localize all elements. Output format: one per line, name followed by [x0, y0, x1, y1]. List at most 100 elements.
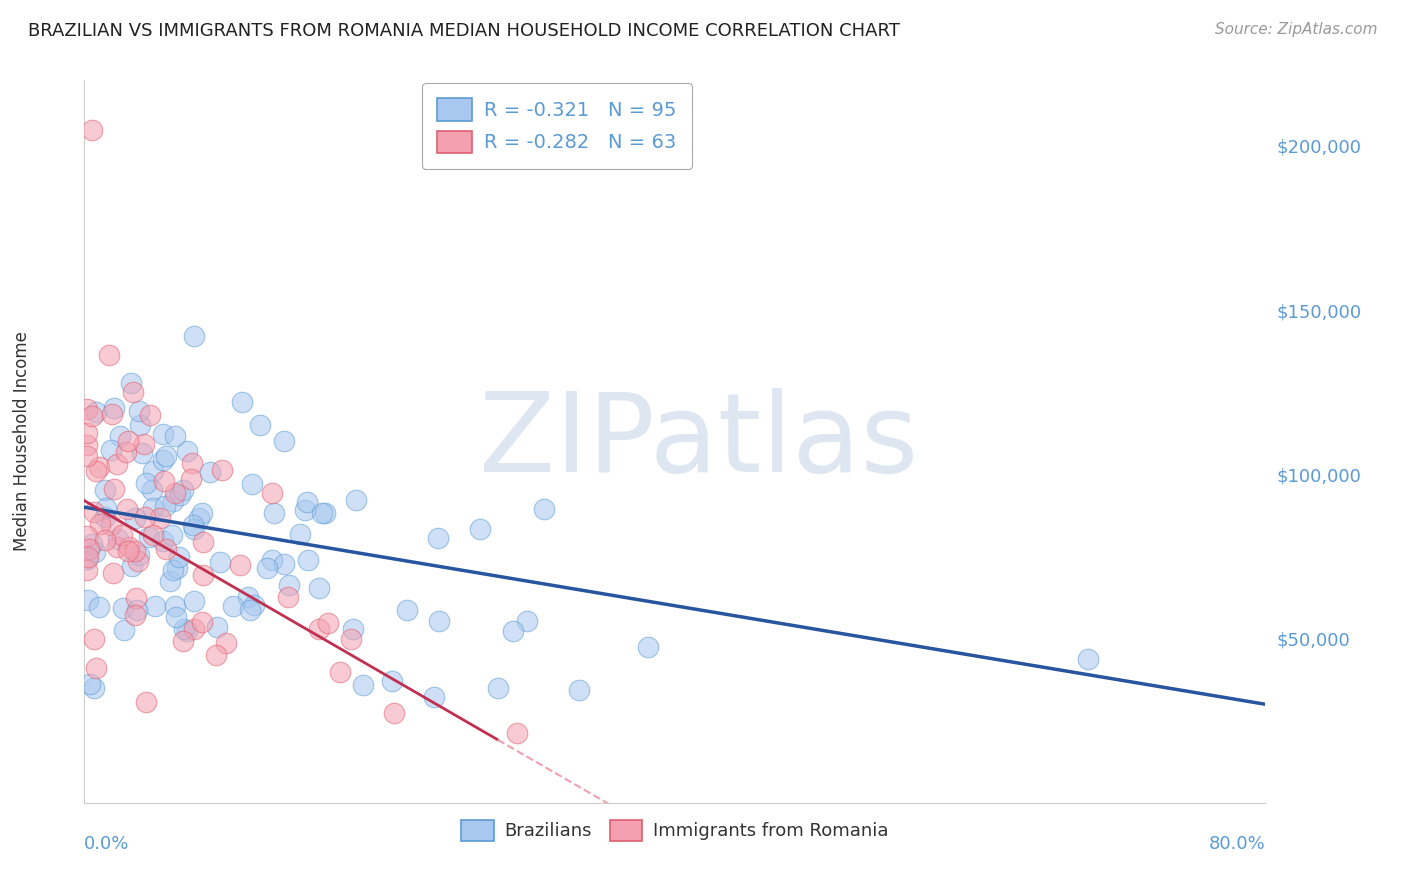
Point [121, 559, 143, 574]
Point [308, 582, 330, 596]
Point [260, 553, 283, 567]
Point [205, 620, 228, 634]
Point [165, 609, 187, 624]
Point [314, 506, 336, 520]
Point [297, 552, 319, 566]
Point [352, 678, 374, 692]
Point [117, 543, 139, 558]
Point [87, 599, 110, 614]
Point [183, 594, 205, 608]
Point [127, 554, 149, 568]
Point [84, 405, 107, 419]
Point [105, 457, 128, 471]
Point [152, 453, 174, 467]
Text: ZIPatlas: ZIPatlas [479, 388, 918, 495]
Point [103, 566, 125, 581]
Point [176, 443, 198, 458]
Point [311, 507, 333, 521]
Point [183, 329, 205, 343]
Point [76, 449, 98, 463]
Point [273, 557, 295, 571]
Point [294, 503, 316, 517]
Point [155, 499, 177, 513]
Point [160, 528, 183, 542]
Point [395, 603, 418, 617]
Point [149, 511, 172, 525]
Point [229, 558, 252, 572]
Point [344, 492, 367, 507]
Point [172, 634, 194, 648]
Point [516, 614, 538, 628]
Point [115, 502, 138, 516]
Point [162, 494, 184, 508]
Point [183, 622, 205, 636]
Point [208, 555, 231, 569]
Point [128, 404, 150, 418]
Point [83, 632, 105, 647]
Point [190, 507, 212, 521]
Point [112, 623, 135, 637]
Point [162, 563, 184, 577]
Point [76, 563, 98, 577]
Point [316, 615, 339, 630]
Point [273, 434, 295, 448]
Point [87, 459, 110, 474]
Point [568, 682, 591, 697]
Point [76, 438, 98, 452]
Point [94, 510, 117, 524]
Point [108, 429, 131, 443]
Point [107, 540, 129, 554]
Point [191, 535, 214, 549]
Point [155, 541, 177, 556]
Point [243, 599, 266, 613]
Point [165, 429, 187, 443]
Point [215, 636, 238, 650]
Point [239, 603, 262, 617]
Point [240, 477, 263, 491]
Point [76, 401, 98, 416]
Point [427, 615, 450, 629]
Point [290, 527, 312, 541]
Text: 0.0%: 0.0% [84, 835, 129, 854]
Point [117, 434, 139, 448]
Point [142, 500, 165, 515]
Point [124, 510, 146, 524]
Point [1077, 651, 1099, 665]
Point [502, 624, 524, 638]
Point [486, 681, 509, 696]
Point [107, 532, 129, 546]
Point [103, 482, 125, 496]
Point [173, 622, 195, 636]
Point [263, 506, 285, 520]
Point [127, 603, 149, 617]
Point [506, 726, 529, 740]
Point [152, 534, 174, 549]
Point [278, 578, 301, 592]
Point [222, 599, 245, 614]
Point [138, 409, 160, 423]
Point [82, 537, 104, 551]
Point [236, 591, 259, 605]
Point [98, 347, 121, 361]
Point [80, 409, 103, 423]
Point [138, 531, 160, 545]
Point [129, 418, 152, 433]
Point [172, 483, 194, 497]
Point [131, 446, 153, 460]
Text: Source: ZipAtlas.com: Source: ZipAtlas.com [1215, 22, 1378, 37]
Point [211, 462, 233, 476]
Point [637, 640, 659, 655]
Point [83, 681, 105, 696]
Point [134, 509, 156, 524]
Point [83, 506, 105, 520]
Point [163, 485, 186, 500]
Point [77, 541, 100, 556]
Point [167, 549, 190, 564]
Point [141, 483, 163, 497]
Point [155, 449, 177, 463]
Point [124, 608, 146, 623]
Point [134, 436, 156, 450]
Point [115, 445, 138, 459]
Point [93, 533, 115, 548]
Point [183, 517, 205, 532]
